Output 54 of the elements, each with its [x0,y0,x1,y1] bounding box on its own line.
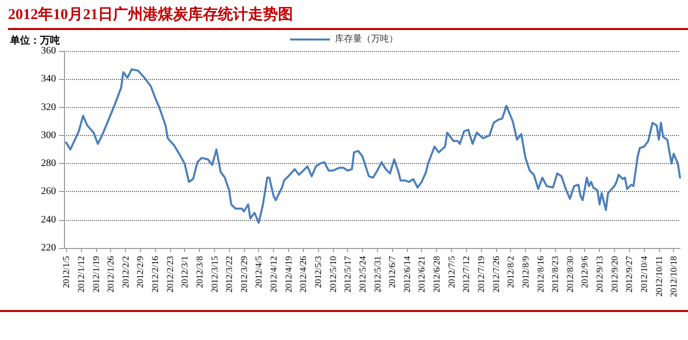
x-tick-label: 2012/3/8 [194,256,204,288]
x-tick-label: 2012/5/3 [313,256,324,288]
x-tick-label: 2012/3/29 [238,256,249,293]
x-tick-label: 2012/1/5 [61,256,72,288]
x-tick-label: 2012/9/6 [580,256,590,288]
x-tick-label: 2012/6/14 [402,256,412,293]
x-tick-label: 2012/8/2 [506,256,516,288]
x-tick-label: 2012/4/26 [298,256,308,293]
x-tick-label: 2012/8/16 [535,256,546,293]
x-tick-label: 2012/10/18 [668,256,679,298]
x-tick-label: 2012/8/23 [550,256,560,293]
x-tick-label: 2012/5/31 [372,256,382,293]
x-tick-label: 2012/8/30 [564,256,575,293]
x-tick-label: 2012/2/16 [150,256,160,293]
x-tick-label: 2012/4/19 [283,256,294,293]
x-tick-label: 2012/6/7 [387,256,398,288]
y-tick-label: 320 [41,102,56,113]
x-tick-label: 2012/4/5 [254,256,264,288]
x-tick-label: 2012/5/10 [328,256,338,293]
legend-label: 库存量（万吨） [335,34,398,44]
x-tick-label: 2012/2/2 [120,256,130,288]
x-tick-label: 2012/4/12 [268,256,279,293]
x-tick-label: 2012/1/12 [76,256,86,293]
x-tick-label: 2012/10/11 [654,256,664,297]
y-tick-label: 340 [41,74,56,85]
x-tick-label: 2012/1/26 [106,256,116,293]
x-tick-label: 2012/6/28 [432,256,442,293]
x-tick-label: 2012/3/1 [180,256,190,288]
x-tick-label: 2012/2/9 [135,256,146,288]
y-tick-label: 240 [41,214,56,226]
x-tick-label: 2012/5/24 [357,256,368,293]
x-tick-label: 2012/8/9 [520,256,530,288]
x-tick-label: 2012/7/19 [476,256,486,293]
x-tick-label: 2012/9/27 [624,256,634,293]
chart-title: 2012年10月21日广州港煤炭库存统计走势图 [8,4,688,30]
line-series [65,68,681,224]
x-tick-label: 2012/3/22 [224,256,234,293]
x-tick-label: 2012/7/12 [461,256,472,293]
y-tick-label: 360 [41,46,56,56]
y-tick-label: 260 [41,186,56,198]
x-tick-label: 2012/1/19 [90,256,101,293]
y-tick-label: 220 [41,242,56,254]
y-tick-label: 280 [41,158,56,170]
y-tick-label: 300 [41,130,56,141]
x-tick-label: 2012/9/13 [594,256,605,293]
x-tick-label: 2012/6/21 [416,256,427,293]
y-axis-title: 单位：万吨 [9,34,60,47]
x-tick-label: 2012/3/15 [209,256,220,293]
x-tick-label: 2012/10/4 [639,256,650,293]
x-tick-label: 2012/9/20 [609,256,620,293]
x-tick-label: 2012/2/23 [164,256,175,293]
x-tick-label: 2012/7/26 [490,256,501,293]
x-tick-label: 2012/7/5 [446,256,456,288]
x-tick-label: 2012/5/17 [342,256,353,293]
